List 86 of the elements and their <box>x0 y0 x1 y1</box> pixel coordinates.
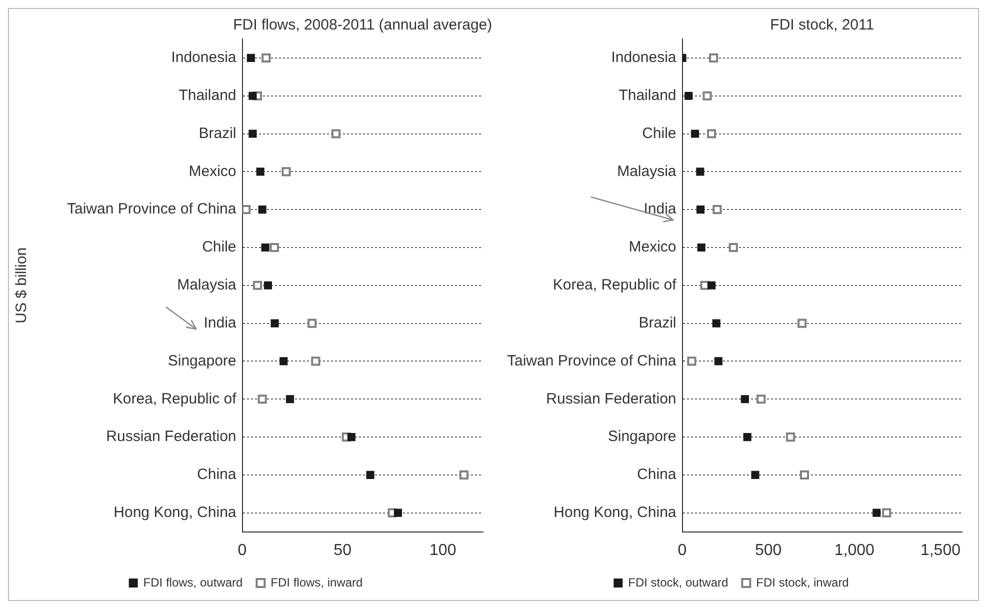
y-tick-label: Singapore <box>608 428 676 446</box>
point <box>248 130 257 138</box>
x-tick-label: 0 <box>238 542 247 559</box>
point <box>712 319 720 328</box>
y-tick-label: Indonesia <box>611 49 677 66</box>
point <box>697 243 706 252</box>
y-tick-label: Brazil <box>638 314 676 332</box>
y-tick-label: Indonesia <box>171 49 237 66</box>
point <box>242 205 251 214</box>
point <box>258 394 267 404</box>
point <box>347 432 356 442</box>
point <box>800 470 810 480</box>
point <box>311 356 320 366</box>
chart-title: FDI stock, 2011 <box>770 16 874 34</box>
point <box>286 395 294 404</box>
point <box>728 242 738 252</box>
point <box>270 319 279 328</box>
y-tick-label: Russian Federation <box>546 390 676 408</box>
point <box>246 54 255 62</box>
point <box>709 53 718 62</box>
y-tick-label: Mexico <box>188 162 236 180</box>
point <box>882 508 892 518</box>
point <box>684 92 693 100</box>
point <box>459 470 468 480</box>
point <box>696 206 705 214</box>
y-tick-label: Singapore <box>168 352 236 370</box>
point <box>331 129 340 138</box>
y-tick-label: China <box>637 466 677 484</box>
point <box>258 206 266 214</box>
y-tick-label: Russian Federation <box>106 428 236 446</box>
y-tick-label: India <box>204 314 237 332</box>
point <box>262 53 271 62</box>
point <box>282 167 291 176</box>
legend-label: FDI flows, outward <box>143 575 243 590</box>
point <box>706 129 716 138</box>
x-tick-label: 0 <box>678 542 687 559</box>
y-tick-label: India <box>644 200 677 218</box>
x-tick-label: 1,500 <box>920 542 961 559</box>
point <box>696 168 704 176</box>
point <box>366 470 374 479</box>
y-tick-label: China <box>197 466 237 484</box>
point <box>264 281 272 290</box>
point <box>872 508 881 517</box>
y-axis-title: US $ billion <box>13 247 30 324</box>
point <box>743 432 752 442</box>
point <box>248 92 257 100</box>
point <box>261 243 270 252</box>
point <box>690 130 700 138</box>
point <box>714 357 722 366</box>
point <box>798 318 807 328</box>
point <box>687 356 696 366</box>
point <box>751 470 760 479</box>
point <box>756 394 766 404</box>
point <box>270 242 279 252</box>
point <box>394 508 402 517</box>
y-tick-label: Korea, Republic of <box>552 276 678 294</box>
x-tick-label: 1,000 <box>834 542 875 559</box>
point <box>786 432 796 442</box>
point <box>280 357 288 366</box>
point <box>702 91 712 100</box>
legend-label: FDI stock, outward <box>628 575 728 590</box>
y-tick-label: Malaysia <box>617 162 677 180</box>
y-tick-label: Hong Kong, China <box>554 504 677 521</box>
point <box>707 281 716 290</box>
point <box>740 395 749 404</box>
y-tick-label: Taiwan Province of China <box>506 352 677 370</box>
point <box>252 280 262 290</box>
y-tick-label: Thailand <box>618 87 676 104</box>
chart-title: FDI flows, 2008-2011 (annual average) <box>233 16 492 34</box>
x-tick-label: 500 <box>754 542 782 559</box>
x-tick-label: 100 <box>430 542 456 559</box>
x-tick-label: 50 <box>334 542 352 559</box>
y-tick-label: Thailand <box>178 87 236 104</box>
point <box>256 168 264 176</box>
y-tick-label: Chile <box>642 124 676 142</box>
y-tick-label: Taiwan Province of China <box>66 200 237 218</box>
legend-label: FDI flows, inward <box>270 575 363 590</box>
y-tick-label: Brazil <box>198 124 236 142</box>
y-tick-label: Malaysia <box>177 276 237 294</box>
point <box>712 205 722 214</box>
y-tick-label: Hong Kong, China <box>114 504 237 521</box>
y-tick-label: Korea, Republic of <box>112 390 238 408</box>
y-tick-label: Mexico <box>628 238 676 256</box>
point <box>308 318 317 328</box>
legend-label: FDI stock, inward <box>756 575 849 590</box>
y-tick-label: Chile <box>202 238 236 256</box>
